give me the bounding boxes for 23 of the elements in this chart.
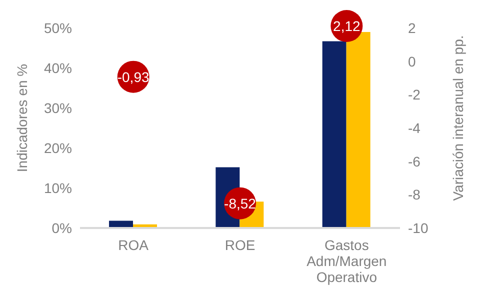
y-tick-label: 30% [44,100,72,116]
y2-tick-label: -10 [408,220,428,236]
y2-tick-label: 0 [408,53,416,70]
y2-tick-label: -8 [408,186,421,203]
bar [322,41,346,228]
bar [346,32,370,228]
y2-axis-title: Variación interanual en pp. [450,35,466,201]
y2-tick-label: -4 [408,120,421,136]
y-tick-label: 0% [52,220,72,236]
x-tick-label: Gastos Adm/Margen Operativo [306,237,387,285]
y-axis-title: Indicadores en % [14,64,30,172]
x-tick-label: ROE [224,237,256,253]
y-tick-label: 10% [44,180,72,196]
data-label: 2,12 [333,18,361,34]
y2-tick-label: -2 [408,86,421,103]
data-label: -8,52 [224,195,256,212]
y2-tick-label: -6 [408,153,421,170]
data-label: -0,93 [117,68,150,85]
y-tick-label: 40% [44,60,72,76]
y2-tick-label: 2 [408,20,416,36]
x-tick-label: ROA [118,237,150,253]
y-tick-label: 50% [44,20,72,36]
y-tick-label: 20% [44,140,72,156]
